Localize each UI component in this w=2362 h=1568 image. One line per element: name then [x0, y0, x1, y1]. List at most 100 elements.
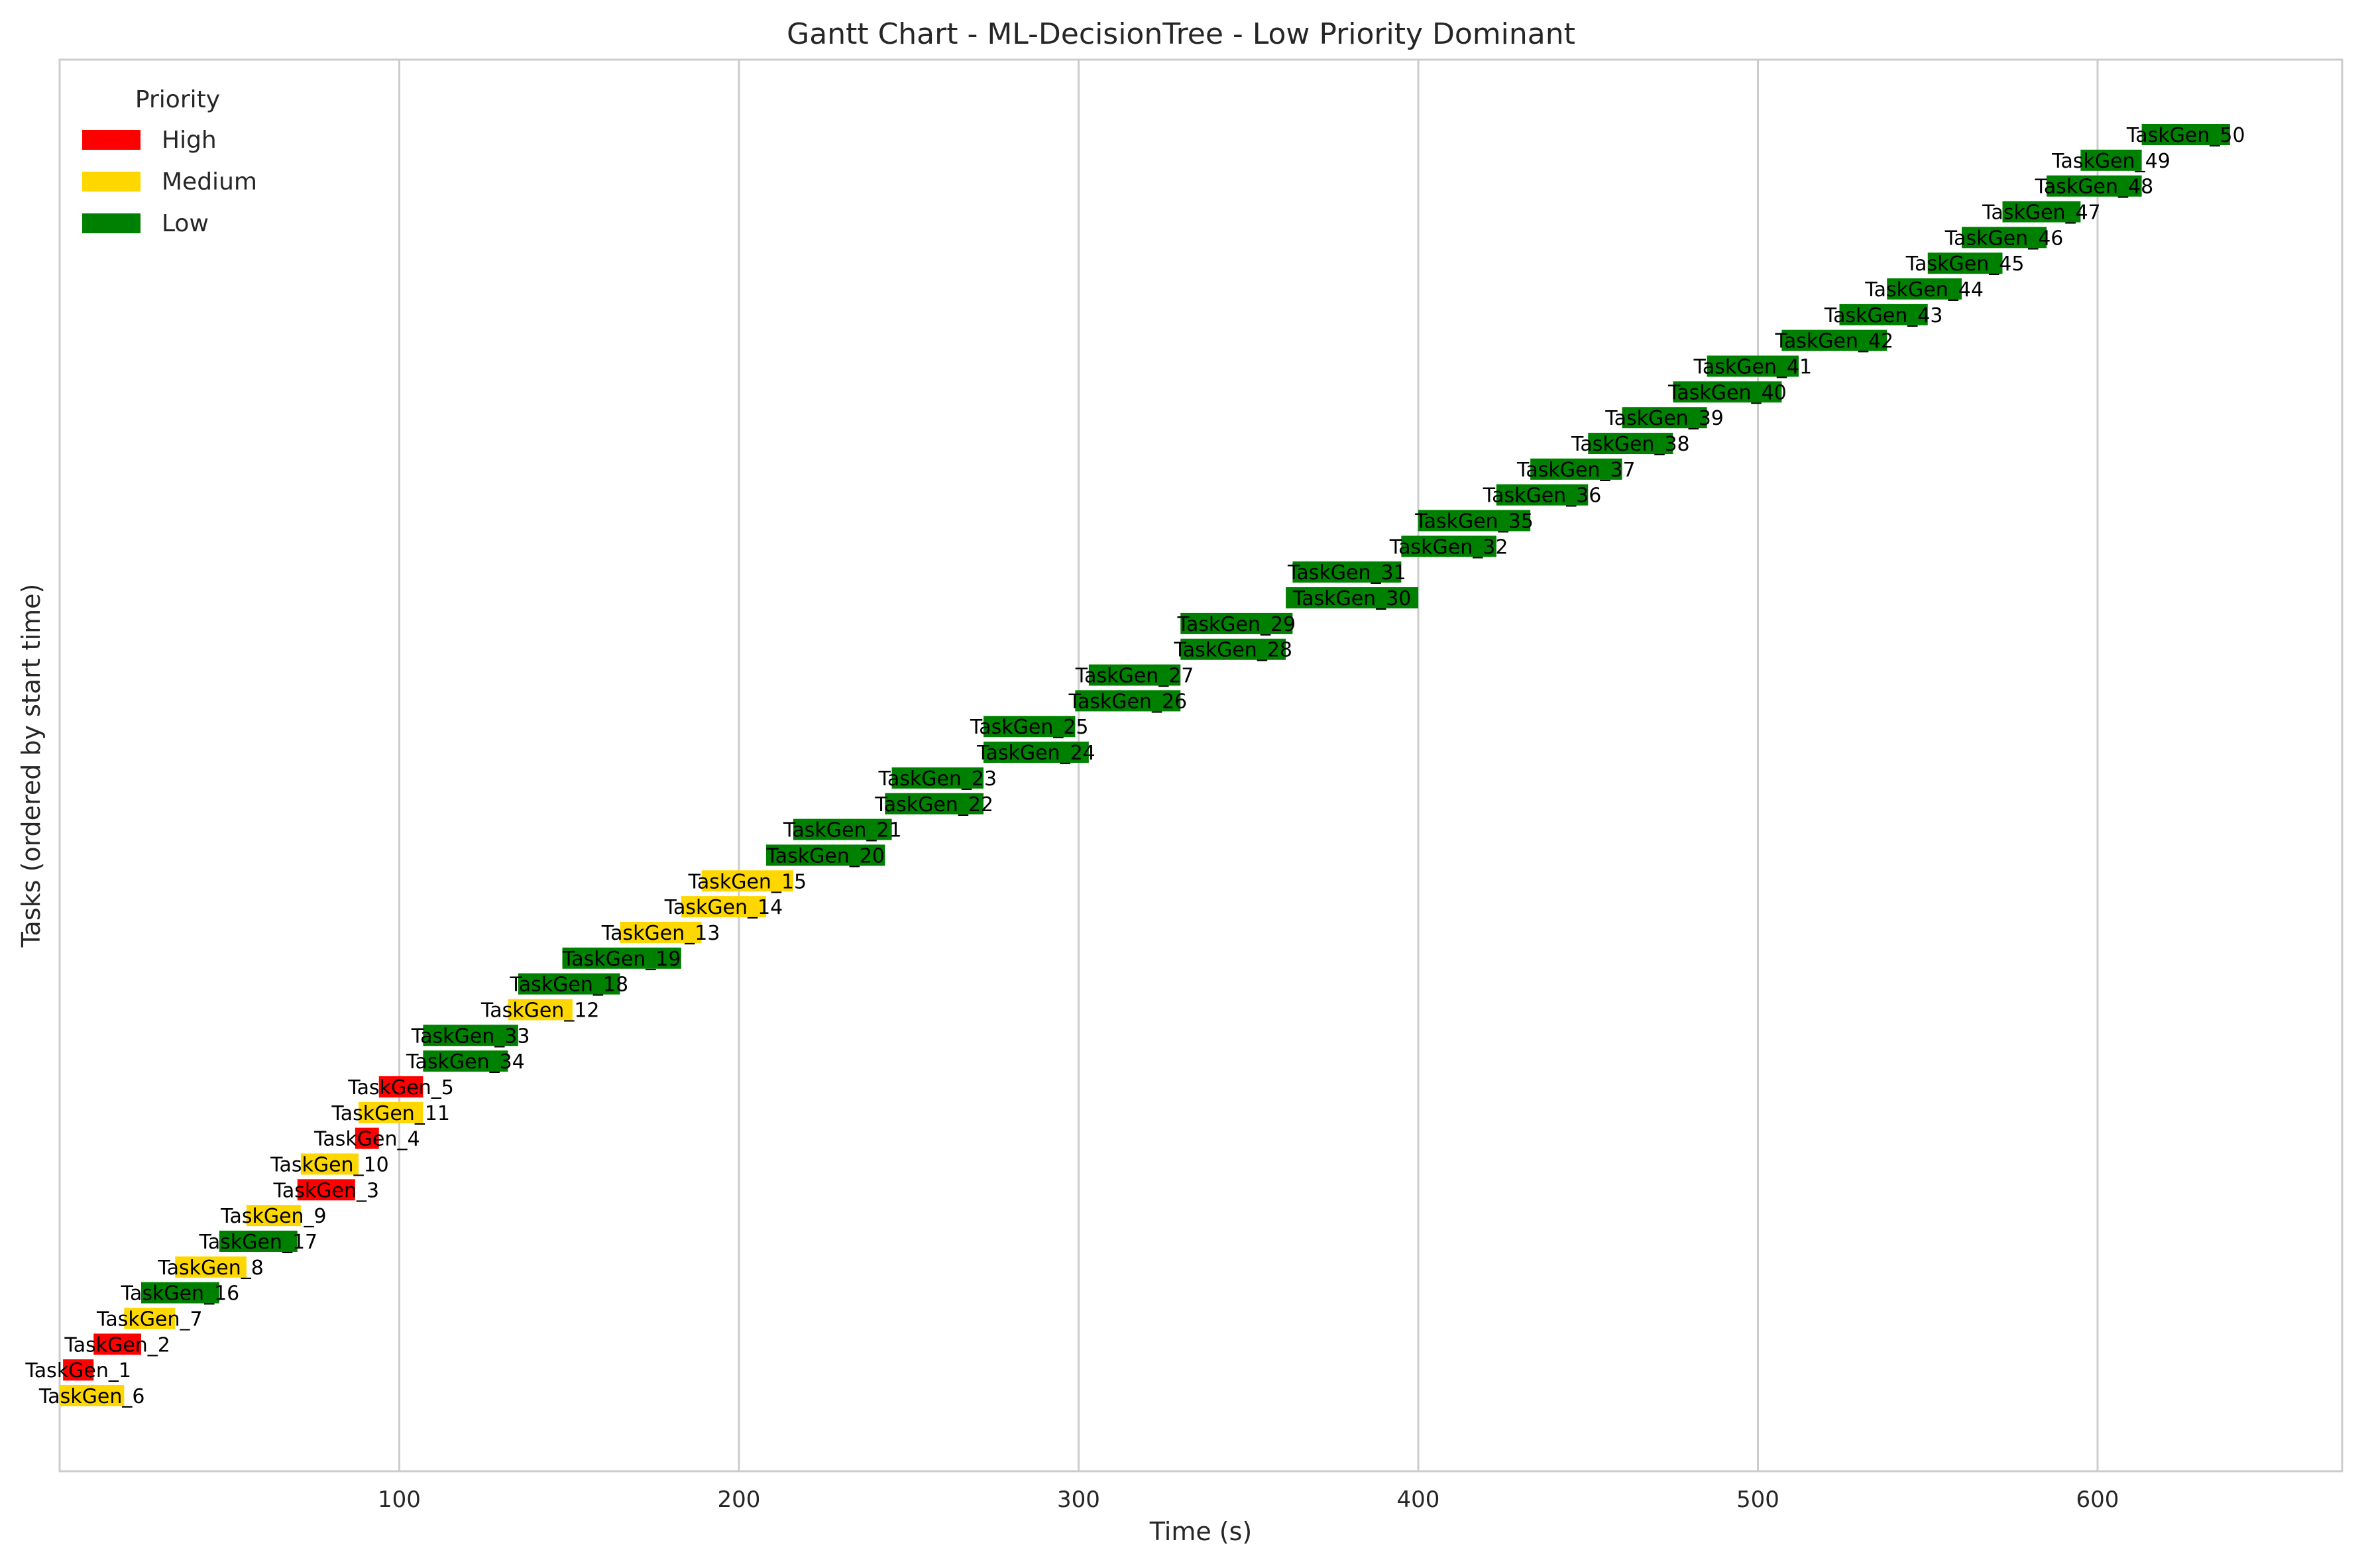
task-label: TaskGen_37 — [1516, 459, 1636, 482]
task-label: TaskGen_32 — [1389, 535, 1508, 559]
task-bar — [124, 1308, 176, 1329]
task-label: TaskGen_26 — [1068, 690, 1187, 713]
task-bar — [2047, 175, 2142, 197]
task-label: TaskGen_30 — [1292, 587, 1412, 610]
task-label: TaskGen_27 — [1075, 665, 1194, 688]
task-label: TaskGen_38 — [1571, 433, 1690, 456]
task-bar — [378, 1076, 423, 1097]
task-bar — [63, 1359, 94, 1381]
task-bar — [1962, 227, 2047, 249]
task-label: TaskGen_36 — [1483, 484, 1602, 508]
task-label: TaskGen_5 — [347, 1076, 454, 1099]
task-bar — [793, 818, 892, 840]
grid-lines — [398, 60, 2099, 1471]
task-bar — [1088, 664, 1181, 686]
task-label: TaskGen_11 — [331, 1102, 450, 1125]
task-label: TaskGen_48 — [2035, 176, 2154, 199]
task-bar — [300, 1153, 359, 1175]
x-tick-label: 300 — [1057, 1486, 1100, 1513]
task-bars — [60, 124, 2230, 1406]
task-label: TaskGen_1 — [25, 1359, 131, 1382]
task-bar — [1286, 587, 1418, 609]
task-label: TaskGen_22 — [874, 793, 993, 816]
task-bar — [1588, 433, 1673, 455]
task-bar — [93, 1333, 141, 1355]
task-label: TaskGen_45 — [1905, 252, 2025, 276]
task-label: TaskGen_47 — [1982, 201, 2101, 225]
task-label: TaskGen_28 — [1173, 639, 1292, 662]
task-label: TaskGen_21 — [783, 819, 902, 842]
legend-swatch — [82, 172, 141, 192]
task-label: TaskGen_9 — [220, 1205, 327, 1228]
task-bar — [620, 921, 702, 943]
task-bar — [1781, 329, 1887, 351]
legend-swatch — [82, 130, 141, 150]
task-label: TaskGen_14 — [664, 896, 783, 919]
task-bar — [423, 1050, 508, 1072]
task-label: TaskGen_8 — [157, 1257, 264, 1280]
task-label: TaskGen_23 — [877, 767, 997, 791]
task-bar — [1887, 278, 1962, 300]
task-label: TaskGen_17 — [198, 1231, 317, 1254]
task-label: TaskGen_31 — [1287, 561, 1406, 585]
x-tick-label: 600 — [2076, 1486, 2119, 1513]
task-label: TaskGen_46 — [1944, 227, 2064, 250]
task-label: TaskGen_43 — [1824, 304, 1943, 327]
task-bar — [246, 1205, 301, 1227]
task-bar — [141, 1282, 219, 1304]
task-bar — [885, 793, 984, 814]
task-bar — [891, 767, 984, 789]
task-bar — [297, 1179, 355, 1201]
task-label: TaskGen_50 — [2126, 124, 2245, 147]
task-label: TaskGen_6 — [38, 1385, 145, 1408]
task-bar — [1401, 535, 1496, 557]
task-label: TaskGen_25 — [970, 716, 1089, 739]
task-label: TaskGen_4 — [313, 1128, 420, 1151]
task-label: TaskGen_10 — [270, 1153, 389, 1176]
task-label: TaskGen_3 — [273, 1179, 380, 1202]
task-label: TaskGen_41 — [1693, 356, 1812, 379]
task-labels: TaskGen_6TaskGen_1TaskGen_2TaskGen_7Task… — [25, 124, 2245, 1408]
task-bar — [984, 716, 1076, 738]
task-label: TaskGen_44 — [1864, 278, 1984, 302]
task-bar — [1673, 381, 1782, 403]
task-label: TaskGen_7 — [96, 1308, 203, 1331]
task-bar — [1180, 612, 1293, 634]
x-tick-labels: 100 200 300 400 500 600 — [378, 1486, 2119, 1513]
task-bar — [518, 973, 620, 995]
task-label: TaskGen_34 — [406, 1050, 525, 1074]
task-bar — [60, 1385, 125, 1406]
task-bar — [508, 999, 573, 1021]
task-bar — [2080, 149, 2142, 171]
x-tick-label: 100 — [378, 1486, 421, 1513]
task-label: TaskGen_16 — [121, 1282, 240, 1306]
task-bar — [1292, 561, 1402, 583]
task-bar — [1418, 510, 1531, 532]
task-bar — [1707, 355, 1799, 377]
task-bar — [701, 870, 793, 892]
task-label: TaskGen_35 — [1414, 510, 1534, 533]
task-bar — [1180, 638, 1286, 660]
task-label: TaskGen_12 — [480, 999, 600, 1022]
task-bar — [359, 1101, 423, 1123]
x-tick-label: 500 — [1736, 1486, 1779, 1513]
task-label: TaskGen_49 — [2051, 150, 2170, 173]
legend: Priority High Medium Low — [82, 86, 257, 237]
task-bar — [2141, 124, 2230, 145]
task-bar — [1496, 484, 1589, 506]
task-bar — [1530, 458, 1622, 480]
x-axis-label: Time (s) — [1149, 1517, 1253, 1546]
x-tick-label: 200 — [718, 1486, 761, 1513]
y-axis-label: Tasks (ordered by start time) — [17, 584, 46, 948]
task-label: TaskGen_18 — [509, 974, 628, 997]
task-bar — [1622, 407, 1707, 429]
task-label: TaskGen_29 — [1176, 613, 1296, 636]
task-bar — [1839, 304, 1928, 325]
task-label: TaskGen_13 — [601, 922, 720, 945]
task-label: TaskGen_15 — [687, 870, 807, 893]
task-bar — [423, 1025, 518, 1046]
legend-title: Priority — [135, 86, 220, 113]
task-bar — [219, 1230, 298, 1252]
task-label: TaskGen_19 — [562, 948, 681, 971]
